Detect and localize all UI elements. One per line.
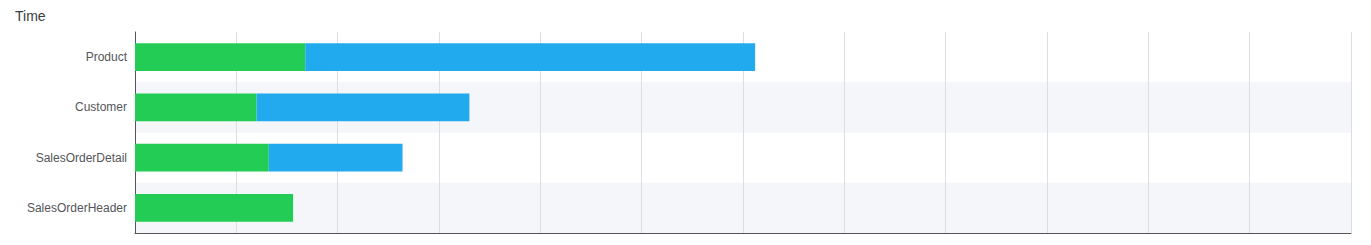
- svg-text:Customer: Customer: [75, 100, 127, 114]
- svg-text:Time: Time: [15, 8, 46, 24]
- svg-text:SalesOrderDetail: SalesOrderDetail: [36, 151, 127, 165]
- svg-text:SalesOrderHeader: SalesOrderHeader: [27, 201, 127, 215]
- svg-text:Product: Product: [86, 50, 128, 64]
